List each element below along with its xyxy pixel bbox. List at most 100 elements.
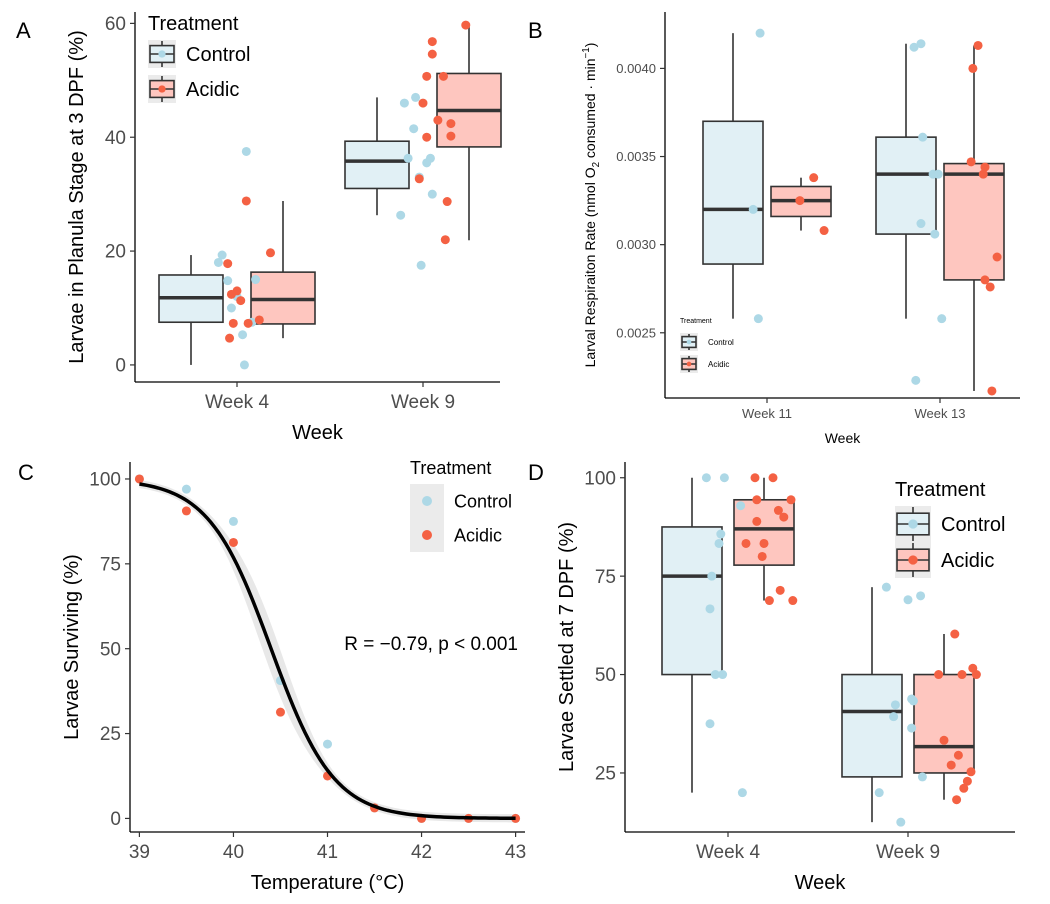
y-axis-title-superscript: −1 — [581, 47, 592, 58]
point-control — [737, 788, 747, 798]
point-control — [181, 484, 191, 494]
point-control — [933, 169, 943, 179]
box-control — [661, 526, 723, 676]
point-acidic — [414, 174, 424, 184]
point-acidic — [779, 512, 789, 522]
point-acidic — [759, 538, 769, 548]
legend-title: Treatment — [895, 479, 986, 501]
point-control — [916, 219, 926, 229]
point-acidic — [980, 162, 990, 172]
point-control — [874, 788, 884, 798]
point-control — [714, 538, 724, 548]
y-axis-title-part: Larval Respiraiton Rate (nmol O — [582, 167, 598, 367]
point-control — [896, 817, 906, 827]
legend-label-control: Control — [454, 491, 512, 511]
y-tick-label: 0.0035 — [616, 149, 656, 164]
x-tick-label: Week 11 — [742, 406, 792, 421]
point-acidic — [225, 333, 235, 343]
point-acidic — [440, 235, 450, 245]
point-control — [409, 124, 419, 134]
legend-title: Treatment — [680, 318, 712, 325]
y-tick-label: 0 — [110, 809, 121, 830]
point-acidic — [985, 282, 995, 292]
point-acidic — [973, 40, 983, 50]
panel-d-settlement-chart: 25 50 75 100 Week 4 Week 9 Week Larvae Settled … — [556, 462, 1015, 894]
point-acidic — [236, 296, 246, 306]
point-acidic — [422, 71, 432, 81]
legend-label-control: Control — [941, 514, 1005, 536]
point-acidic — [950, 629, 960, 639]
x-tick-label: 43 — [505, 842, 526, 863]
y-axis-title-part: consumed · min — [582, 58, 598, 161]
point-acidic — [438, 71, 448, 81]
point-control — [399, 98, 409, 108]
x-tick-label: 41 — [317, 842, 338, 863]
y-axis-title: Larvae Surviving (%) — [61, 554, 83, 740]
point-control — [916, 591, 926, 601]
point-acidic — [786, 495, 796, 505]
box-control — [875, 136, 937, 235]
point-acidic — [788, 596, 798, 606]
point-acidic — [134, 474, 144, 484]
panel-label-c: C — [18, 460, 34, 485]
point-control — [916, 39, 926, 49]
point-acidic — [241, 196, 251, 206]
point-acidic — [992, 252, 1002, 262]
panel-a-planula-chart: 0 20 40 60 Week 4 Week 9 Week Larvae in Planula… — [66, 12, 502, 444]
y-axis-title-subscript: 2 — [591, 162, 602, 167]
y-tick-label: 100 — [89, 470, 121, 491]
point-control — [416, 260, 426, 270]
point-control — [251, 275, 261, 285]
point-control — [718, 670, 728, 680]
point-control — [907, 723, 917, 733]
y-tick-label: 100 — [584, 468, 616, 489]
correlation-annotation: R = −0.79, p < 0.001 — [344, 634, 518, 655]
legend-label-control: Control — [708, 338, 734, 347]
y-tick-label: 25 — [595, 764, 616, 785]
panel-label-a: A — [16, 18, 31, 43]
legend-title: Treatment — [148, 13, 239, 35]
point-acidic — [433, 115, 443, 125]
point-acidic — [442, 197, 452, 207]
legend-label-acidic: Acidic — [186, 79, 239, 101]
panel-c-survival-chart: 0 25 50 75 100 39 40 41 42 43 Temperature (°C) Larv… — [61, 458, 526, 894]
point-acidic — [228, 537, 238, 547]
point-acidic — [959, 783, 969, 793]
point-acidic — [966, 767, 976, 777]
point-acidic — [971, 670, 981, 680]
y-tick-label: 75 — [100, 554, 121, 575]
legend-key-point — [422, 530, 432, 540]
point-control — [411, 92, 421, 102]
fit-curve — [139, 482, 516, 821]
point-acidic — [966, 157, 976, 167]
legend-key-point — [158, 50, 166, 58]
legend-key-point — [422, 496, 432, 506]
y-tick-label: 50 — [595, 665, 616, 686]
point-control — [889, 712, 899, 722]
point-acidic — [422, 132, 432, 142]
point-acidic — [953, 750, 963, 760]
point-acidic — [773, 505, 783, 515]
legend-key-point — [686, 339, 692, 345]
x-tick-label: 42 — [411, 842, 432, 863]
y-tick-label: 50 — [100, 639, 121, 660]
y-tick-label: 0 — [115, 356, 126, 377]
point-acidic — [752, 495, 762, 505]
point-acidic — [427, 49, 437, 59]
point-control — [937, 314, 947, 324]
panel-label-d: D — [528, 460, 544, 485]
point-control — [241, 146, 251, 156]
box-control — [841, 673, 903, 778]
point-acidic — [265, 248, 275, 258]
point-control — [396, 210, 406, 220]
point-acidic — [243, 318, 253, 328]
point-acidic — [181, 506, 191, 516]
point-acidic — [775, 585, 785, 595]
point-control — [911, 375, 921, 385]
x-axis-title: Week — [292, 422, 344, 444]
point-acidic — [987, 386, 997, 396]
legend-label-control: Control — [186, 44, 250, 66]
point-control — [323, 739, 332, 749]
point-acidic — [957, 670, 967, 680]
